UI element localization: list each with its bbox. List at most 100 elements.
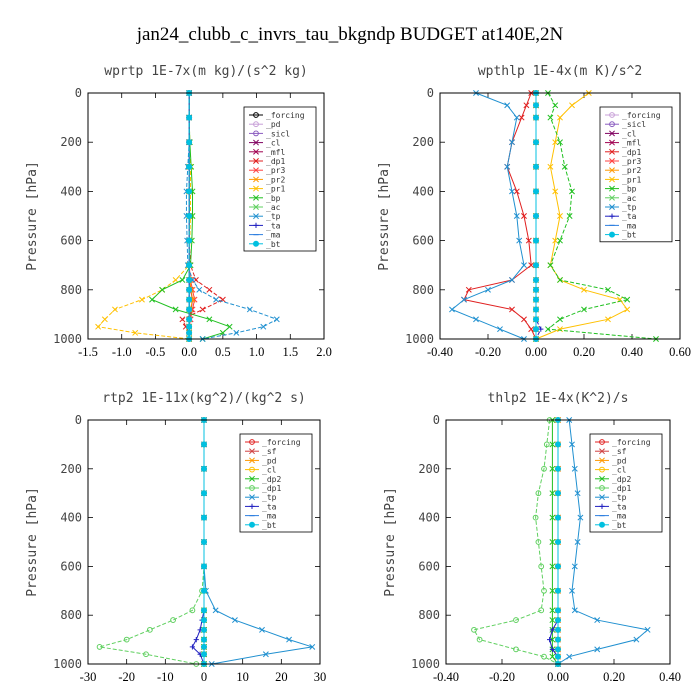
data-point: [143, 651, 149, 658]
legend-item: _sf: [245, 447, 277, 456]
data-point: [555, 607, 562, 614]
data-point: [555, 465, 562, 472]
data-point: [196, 286, 203, 293]
data-point: [513, 188, 520, 195]
data-point: [533, 316, 540, 323]
data-point: [549, 617, 556, 624]
data-point: [549, 539, 556, 545]
legend-marker: [609, 130, 615, 137]
legend-item: _dp2: [245, 475, 281, 484]
data-point: [200, 643, 207, 650]
legend-marker: [599, 521, 606, 528]
legend-item: _ac: [605, 194, 637, 203]
series-tp: [449, 90, 527, 342]
legend-item: _bt: [605, 231, 637, 240]
legend-item: _dp1: [249, 157, 285, 166]
data-point: [200, 607, 207, 614]
series-line: [151, 93, 231, 340]
data-point: [533, 306, 540, 313]
legend-label: _pd: [266, 120, 281, 129]
data-point: [557, 316, 563, 323]
legend-label: _dp1: [266, 157, 285, 166]
data-point: [535, 490, 542, 497]
y-tick-label: 600: [412, 234, 434, 248]
legend-label: _ac: [266, 203, 281, 212]
x-tick-label: -0.40: [433, 670, 459, 684]
y-tick-label: 1000: [405, 332, 434, 346]
legend-label: _dp1: [262, 484, 281, 493]
data-point: [504, 163, 511, 170]
legend-item: _sf: [595, 447, 627, 456]
legend-label: _pd: [262, 456, 277, 465]
x-tick-label: 0.20: [573, 345, 595, 359]
data-point: [549, 607, 556, 614]
legend-marker: [609, 112, 615, 118]
legend-marker: [599, 457, 605, 464]
data-point: [574, 490, 581, 497]
panels: wprtp 1E-7x(m kg)/(s^2 kg) Pressure [hPa]…: [25, 64, 691, 684]
legend-marker: [609, 121, 615, 128]
chart-panel-3: rtp2 1E-11x(kg^2)/(kg^2 s) Pressure [hPa]…: [25, 391, 326, 684]
legend-item: _cl: [245, 466, 277, 475]
data-point: [549, 627, 555, 633]
legend-marker: [609, 213, 615, 219]
series-line: [99, 420, 205, 665]
data-point: [549, 636, 556, 643]
legend-marker: [599, 439, 605, 445]
data-point: [605, 316, 611, 323]
legend-marker: [609, 148, 615, 155]
data-point: [574, 539, 581, 545]
data-point: [555, 441, 562, 448]
data-point: [212, 607, 219, 614]
legend-item: _bp: [249, 194, 281, 203]
x-tick-label: -0.20: [475, 345, 501, 359]
data-point: [533, 286, 540, 293]
data-point: [186, 316, 193, 323]
data-point: [549, 490, 556, 497]
legend: _forcing_sicl_cl_mfl_dp1_pr3_pr2_pr1_bp_…: [599, 106, 673, 243]
data-point: [461, 296, 467, 303]
legend-marker: [609, 176, 615, 183]
legend-item: _cl: [595, 466, 627, 475]
y-tick-label: 400: [60, 511, 82, 525]
x-tick-label: -1.5: [78, 345, 98, 359]
x-tick-label: 0: [201, 670, 207, 684]
series-bp: [545, 90, 659, 342]
data-point: [549, 465, 556, 472]
data-point: [186, 114, 193, 121]
series-dp1: [96, 417, 207, 667]
legend-label: _ta: [622, 212, 637, 221]
series-line: [185, 93, 279, 340]
data-point: [473, 316, 479, 323]
x-tick-label: 1.5: [282, 345, 298, 359]
legend-item: _mfl: [249, 148, 285, 157]
data-point: [624, 306, 631, 313]
x-tick-label: -0.40: [427, 345, 453, 359]
legend-item: _pr2: [249, 175, 285, 184]
x-tick-label: -10: [157, 670, 174, 684]
panel-title: wprtp 1E-7x(m kg)/(s^2 kg): [104, 64, 308, 79]
data-point: [186, 323, 193, 330]
data-point: [95, 323, 102, 330]
legend-item: _ma: [605, 221, 637, 230]
data-point: [569, 188, 575, 195]
series-line: [473, 419, 559, 665]
legend-marker: [253, 194, 259, 201]
series-dp2: [549, 417, 561, 667]
data-point: [260, 323, 267, 330]
legend-label: _dp2: [262, 475, 281, 484]
y-tick-label: 1000: [53, 332, 82, 346]
y-tick-label: 800: [60, 283, 82, 297]
legend-marker: [249, 457, 255, 464]
y-tick-label: 0: [75, 413, 82, 427]
legend-label: _bt: [262, 521, 277, 530]
data-point: [528, 262, 535, 269]
legend-marker: [253, 176, 259, 183]
data-point: [189, 607, 196, 614]
data-point: [186, 163, 193, 170]
data-point: [200, 626, 207, 633]
data-point: [465, 286, 472, 293]
data-point: [172, 306, 179, 313]
legend-item: _pd: [245, 456, 277, 465]
legend-item: _bp: [605, 185, 637, 194]
